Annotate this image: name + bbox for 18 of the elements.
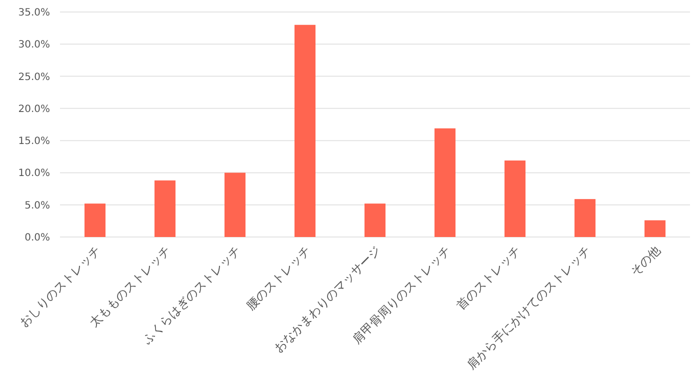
bar: [574, 199, 596, 237]
bar: [434, 128, 456, 237]
bar: [224, 172, 246, 237]
bar: [84, 204, 106, 237]
y-tick-label: 0.0%: [24, 232, 50, 244]
y-tick-label: 30.0%: [18, 40, 50, 51]
bar: [294, 24, 316, 237]
y-tick-label: 20.0%: [18, 104, 50, 115]
y-tick-label: 25.0%: [18, 72, 50, 83]
bar: [644, 220, 666, 237]
y-tick-label: 35.0%: [18, 8, 50, 18]
y-tick-label: 10.0%: [18, 168, 50, 180]
x-tick-label: その他: [628, 243, 664, 279]
bar: [364, 204, 386, 237]
y-tick-label: 5.0%: [24, 200, 50, 212]
bar: [504, 160, 526, 237]
y-tick-label: 15.0%: [18, 136, 50, 148]
bar: [154, 180, 176, 237]
